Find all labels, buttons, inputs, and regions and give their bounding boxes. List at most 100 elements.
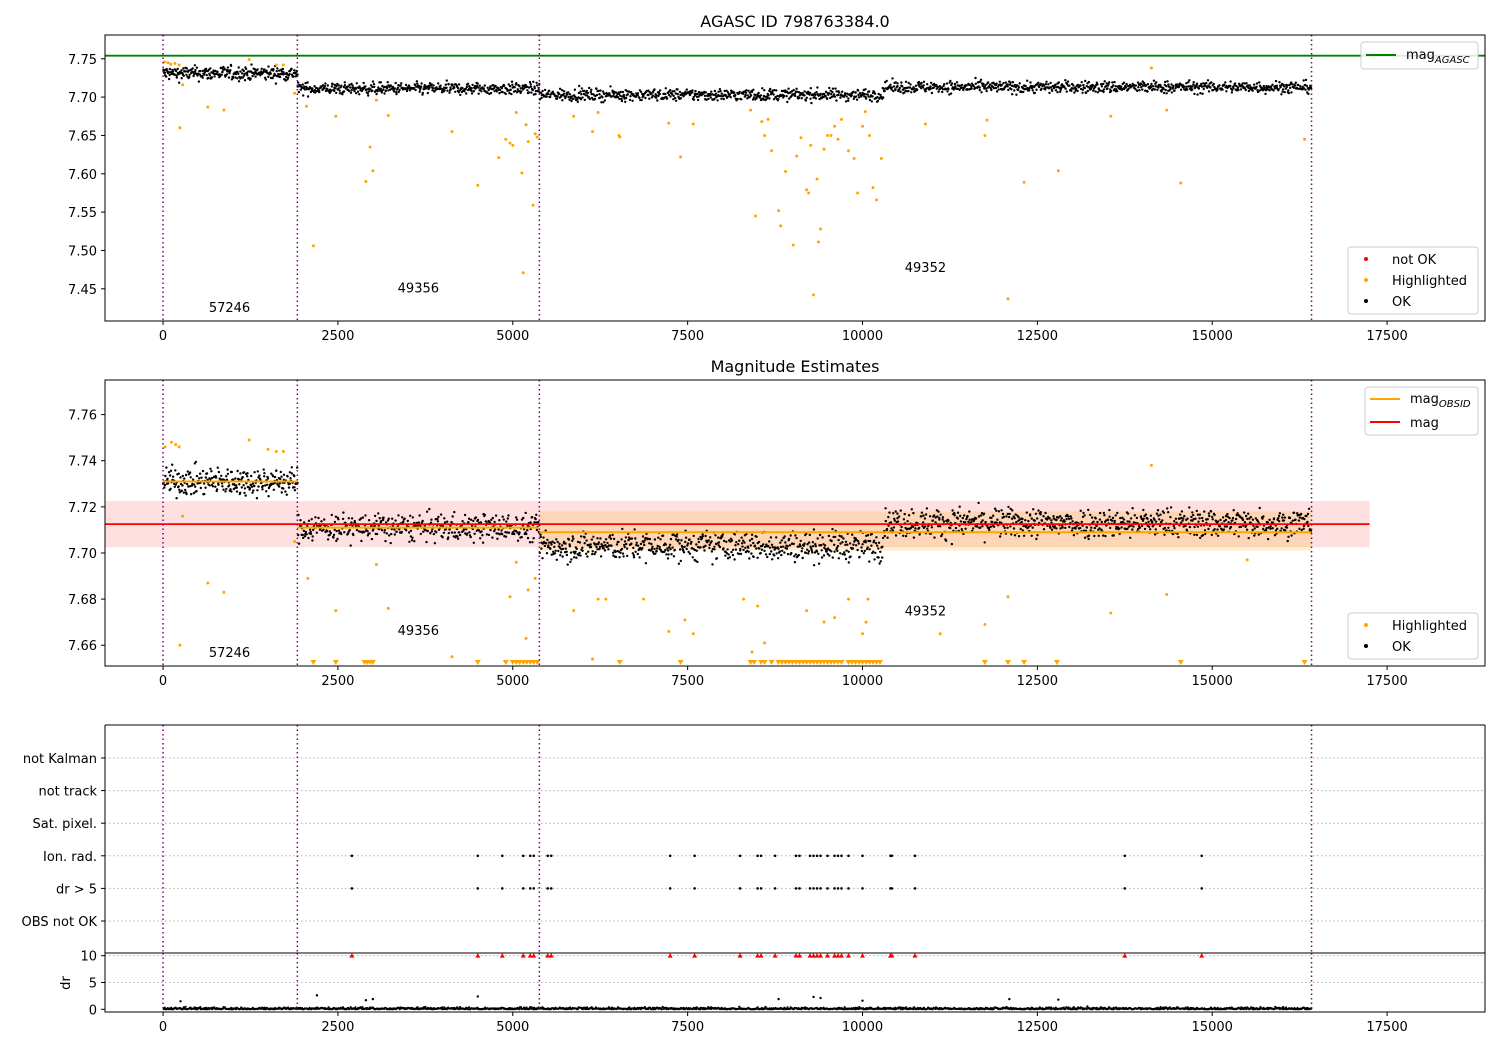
ok-point xyxy=(234,477,237,480)
ok-point xyxy=(697,90,701,94)
dr-point xyxy=(354,1006,357,1009)
highlighted-point xyxy=(863,110,867,114)
ok-point xyxy=(669,547,672,551)
ok-point xyxy=(1193,533,1196,536)
highlighted-point xyxy=(847,149,851,153)
ok-point xyxy=(836,93,840,97)
ok-point xyxy=(351,84,354,87)
ok-point xyxy=(979,514,982,517)
ok-point xyxy=(1142,81,1146,85)
ok-point xyxy=(1033,91,1037,95)
ok-point xyxy=(953,82,957,86)
ok-point xyxy=(1002,82,1005,85)
ok-point xyxy=(167,77,171,81)
ok-point xyxy=(642,541,645,544)
ok-point xyxy=(847,561,850,564)
ok-point xyxy=(1055,527,1058,530)
ok-point xyxy=(1104,534,1107,538)
ok-point xyxy=(580,87,584,90)
ok-point xyxy=(1027,525,1030,528)
ok-point xyxy=(384,521,388,524)
highlighted-point xyxy=(871,186,875,190)
legend-2-highlighted-marker xyxy=(1364,623,1368,627)
ok-point xyxy=(384,539,387,543)
ok-point xyxy=(1080,520,1084,524)
ok-point xyxy=(495,90,499,93)
ok-point xyxy=(683,545,686,549)
ok-point xyxy=(465,92,468,95)
ok-point xyxy=(1237,88,1240,92)
ok-point xyxy=(831,527,834,531)
ok-point xyxy=(717,541,721,544)
ok-point xyxy=(1083,536,1087,539)
highlighted-point xyxy=(805,188,809,192)
highlighted-point xyxy=(1149,66,1153,70)
ok-point xyxy=(400,82,403,85)
ok-point xyxy=(674,92,677,95)
highlighted-point xyxy=(826,133,830,137)
ok-point xyxy=(169,487,172,490)
ok-point xyxy=(269,76,273,80)
ok-point xyxy=(1246,517,1249,521)
ok-point xyxy=(562,540,566,544)
ok-point xyxy=(1030,534,1033,537)
ok-point xyxy=(1258,506,1261,510)
ok-point xyxy=(712,93,715,96)
ok-point xyxy=(1181,519,1184,522)
ok-point xyxy=(1110,86,1114,89)
ok-point xyxy=(1119,516,1122,520)
ok-point xyxy=(742,539,745,542)
ok-point xyxy=(387,534,391,537)
ok-point xyxy=(990,516,993,519)
ok-point xyxy=(725,89,728,93)
ok-point xyxy=(1072,84,1075,87)
flag-point xyxy=(808,854,812,858)
ok-point xyxy=(439,84,442,87)
ok-point xyxy=(243,79,247,82)
ok-point xyxy=(628,98,632,102)
ok-point xyxy=(174,69,178,73)
ok-point xyxy=(1227,521,1230,524)
ok-point xyxy=(810,549,813,552)
ok-point xyxy=(787,537,791,541)
ok-point xyxy=(673,90,676,93)
ok-point xyxy=(1096,520,1099,524)
ok-point xyxy=(1036,517,1039,520)
ok-point xyxy=(1070,89,1073,93)
ok-point xyxy=(465,85,468,89)
ok-point xyxy=(1179,513,1182,516)
ok-point xyxy=(800,550,803,553)
ok-point xyxy=(209,67,212,70)
ok-point xyxy=(1272,89,1275,92)
ok-point xyxy=(873,92,877,95)
legend-not-ok-marker xyxy=(1364,257,1368,261)
ok-point xyxy=(1247,89,1251,93)
ok-point xyxy=(718,88,722,91)
ok-point xyxy=(195,474,199,478)
ok-point xyxy=(297,542,301,545)
ok-point xyxy=(330,513,333,517)
ok-point xyxy=(337,84,340,87)
ok-point xyxy=(1154,520,1158,523)
ok-point xyxy=(831,90,834,94)
highlighted-point xyxy=(874,198,878,202)
ok-point xyxy=(761,87,764,90)
ok-point xyxy=(472,519,475,523)
ok-point xyxy=(1111,516,1115,520)
ok-point xyxy=(282,71,285,74)
ok-point xyxy=(925,507,929,510)
ok-point xyxy=(598,96,602,100)
ok-point xyxy=(406,519,409,523)
ok-point xyxy=(297,90,301,94)
ok-point xyxy=(434,518,437,521)
ok-point xyxy=(1230,91,1234,94)
ok-point xyxy=(185,482,189,486)
ok-point xyxy=(340,84,343,87)
ok-point xyxy=(433,542,437,545)
ok-point xyxy=(532,537,535,540)
ok-point xyxy=(1199,92,1202,95)
ok-point xyxy=(832,93,836,96)
panel-3-data xyxy=(105,725,1485,953)
ok-point xyxy=(498,92,501,95)
ok-point xyxy=(556,95,559,98)
